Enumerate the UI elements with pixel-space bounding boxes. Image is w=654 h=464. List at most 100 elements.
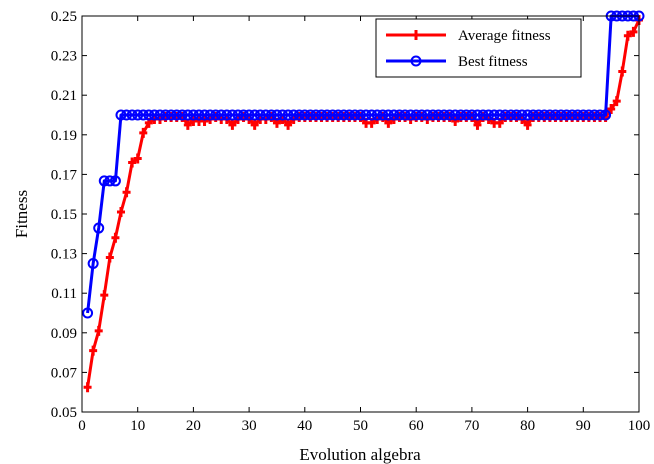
data-point-circle	[449, 109, 461, 121]
data-point-circle	[154, 109, 166, 121]
series-best-fitness	[82, 10, 645, 319]
data-point-circle	[510, 109, 522, 121]
data-point-circle	[148, 109, 160, 121]
legend-entry: Best fitness	[386, 54, 528, 70]
data-point-circle	[522, 109, 534, 121]
legend-entries: Average fitness Best fitness	[386, 28, 551, 70]
data-point-circle	[538, 109, 550, 121]
data-point-circle	[533, 109, 545, 121]
data-point-circle	[460, 109, 472, 121]
x-tick-label: 70	[464, 418, 479, 434]
data-point-circle	[471, 109, 483, 121]
x-tick-label: 90	[576, 418, 591, 434]
x-axis-title: Evolution algebra	[299, 445, 421, 464]
data-point-plus	[623, 30, 632, 41]
data-point-circle	[477, 109, 489, 121]
data-point-plus	[183, 119, 192, 130]
data-point-circle	[583, 109, 595, 121]
data-point-circle	[187, 109, 199, 121]
data-point-plus	[629, 26, 638, 37]
data-point-plus	[228, 119, 237, 130]
data-point-circle	[221, 109, 233, 121]
legend-label: Average fitness	[458, 28, 551, 44]
data-point-circle	[109, 175, 121, 187]
y-axis-title: Fitness	[12, 190, 31, 238]
data-point-circle	[393, 109, 405, 121]
data-point-plus	[618, 66, 627, 77]
data-point-plus	[116, 207, 125, 218]
data-point-plus	[473, 119, 482, 130]
data-point-circle	[282, 109, 294, 121]
ticks-layer: 0 10 20 30 40 50 60 70 80 90 100 0.05 0.07 0.09 0.11 0.…	[51, 9, 651, 434]
x-tick-label: 60	[409, 418, 424, 434]
series-layer	[82, 10, 645, 393]
data-point-circle	[483, 109, 495, 121]
data-point-circle	[98, 175, 110, 187]
data-point-circle	[143, 109, 155, 121]
data-point-plus	[100, 290, 109, 301]
x-tick-label: 80	[520, 418, 535, 434]
data-point-plus	[250, 119, 259, 130]
x-tick-label: 50	[353, 418, 368, 434]
data-point-plus	[111, 232, 120, 243]
data-point-circle	[232, 109, 244, 121]
y-tick-label: 0.05	[51, 405, 77, 421]
data-point-circle	[93, 222, 105, 234]
data-point-plus	[200, 115, 209, 126]
data-point-circle	[544, 109, 556, 121]
data-point-circle	[355, 109, 366, 121]
data-point-circle	[204, 109, 216, 121]
plot-area	[82, 16, 639, 412]
data-point-circle	[238, 109, 250, 121]
data-point-circle	[488, 109, 500, 121]
data-point-circle	[321, 109, 333, 121]
x-tick-label: 40	[297, 418, 312, 434]
data-point-circle	[527, 109, 539, 121]
y-tick-label: 0.21	[51, 88, 77, 104]
data-point-circle	[137, 109, 149, 121]
data-point-circle	[366, 109, 378, 121]
data-point-circle	[260, 109, 272, 121]
x-tick-label: 0	[78, 418, 86, 434]
data-point-plus	[105, 252, 114, 263]
x-tick-label: 30	[242, 418, 257, 434]
legend-label: Best fitness	[458, 54, 528, 70]
data-point-circle	[277, 109, 289, 121]
data-point-circle	[210, 109, 222, 121]
y-tick-label: 0.07	[51, 365, 78, 381]
data-point-circle	[182, 109, 194, 121]
data-point-circle	[299, 109, 311, 121]
data-point-plus	[83, 382, 92, 393]
data-point-circle	[516, 109, 528, 121]
data-point-circle	[421, 109, 433, 121]
data-point-circle	[455, 109, 467, 121]
data-point-circle	[600, 109, 612, 121]
data-point-circle	[160, 109, 172, 121]
data-point-circle	[249, 109, 261, 121]
data-point-circle	[405, 109, 417, 121]
data-point-circle	[115, 109, 127, 121]
data-point-circle	[215, 109, 227, 121]
x-tick-label: 20	[186, 418, 201, 434]
data-point-circle	[265, 109, 277, 121]
data-point-plus	[94, 325, 103, 336]
data-point-circle	[399, 109, 411, 121]
data-point-circle	[549, 109, 561, 121]
data-point-plus	[128, 157, 137, 168]
data-point-circle	[121, 109, 133, 121]
data-point-circle	[588, 109, 600, 121]
data-point-plus	[89, 345, 98, 356]
data-point-plus	[412, 30, 420, 40]
data-point-circle	[382, 109, 394, 121]
data-point-circle	[199, 109, 211, 121]
data-point-circle	[293, 109, 305, 121]
data-point-plus	[139, 127, 148, 138]
data-point-circle	[566, 109, 578, 121]
data-point-circle	[288, 109, 300, 121]
data-point-circle	[505, 109, 517, 121]
data-point-circle	[243, 109, 255, 121]
data-point-plus	[607, 104, 616, 115]
x-tick-label: 10	[130, 418, 145, 434]
data-point-circle	[82, 307, 94, 319]
